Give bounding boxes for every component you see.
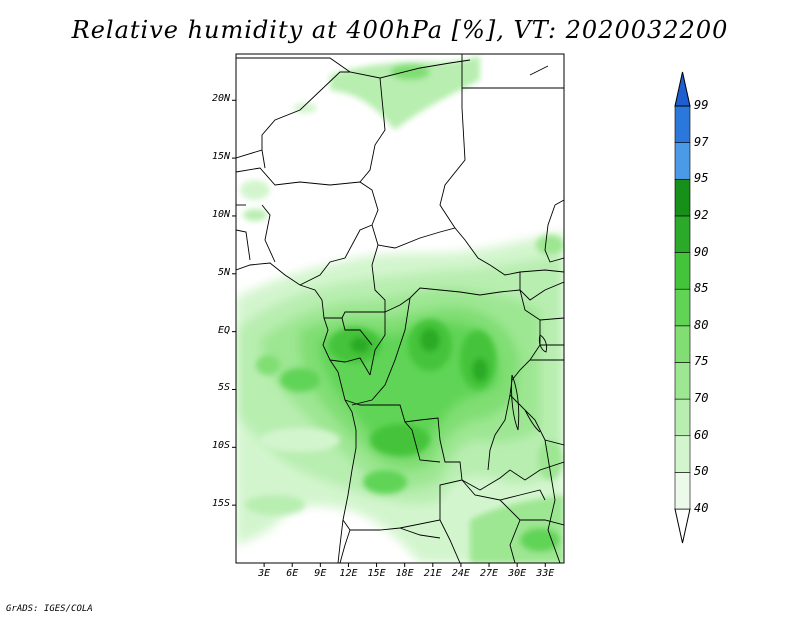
colorbar-segment <box>674 142 691 180</box>
humidity-field <box>236 54 564 563</box>
lat-tick-label: 20N <box>211 93 230 105</box>
colorbar-level-label: 95 <box>694 171 709 186</box>
colorbar-level-label: 80 <box>694 317 709 332</box>
colorbar-level-label: 92 <box>694 207 709 222</box>
colorbar-segment <box>674 362 691 400</box>
colorbar-low-cap <box>674 508 691 544</box>
map-title: Relative humidity at 400hPa [%], VT: 202… <box>71 16 729 44</box>
lat-tick-label: 5S <box>217 382 230 394</box>
lon-ticks <box>263 563 546 567</box>
colorbar-segment <box>674 215 691 253</box>
lat-tick-label: 10S <box>211 440 230 452</box>
lat-ticks <box>232 99 236 506</box>
colorbar-level-label: 70 <box>694 391 709 406</box>
colorbar-segment <box>674 288 691 327</box>
colorbar-segment <box>674 435 691 473</box>
lon-tick-label: 3E <box>258 568 271 579</box>
lon-tick-label: 24E <box>451 568 470 579</box>
credit-text: GrADS: IGES/COLA <box>6 604 93 614</box>
colorbar-level-label: 99 <box>694 98 709 112</box>
colorbar-segment <box>674 472 691 510</box>
lon-tick-label: 9E <box>314 568 327 579</box>
lat-tick-label: EQ <box>217 324 230 336</box>
colorbar-level-label: 90 <box>694 244 709 259</box>
colorbar-level-label: 97 <box>694 134 709 149</box>
lat-tick-label: 5N <box>217 266 230 278</box>
colorbar-high-cap <box>674 71 691 107</box>
map-frame <box>235 53 565 564</box>
lon-tick-label: 18E <box>395 568 414 579</box>
colorbar <box>674 71 691 544</box>
colorbar-level-label: 85 <box>694 281 709 296</box>
colorbar-segment <box>674 178 691 217</box>
colorbar-segment <box>674 252 691 290</box>
lat-tick-label: 15S <box>211 498 230 510</box>
colorbar-level-label: 75 <box>694 354 709 369</box>
lon-tick-label: 6E <box>286 568 299 579</box>
lon-tick-label: 33E <box>536 568 555 579</box>
lon-tick-label: 15E <box>367 568 386 579</box>
lat-tick-label: 10N <box>211 208 230 220</box>
colorbar-segment <box>674 398 691 437</box>
colorbar-level-label: 50 <box>694 464 709 479</box>
lon-tick-label: 30E <box>508 568 527 579</box>
lat-tick-label: 15N <box>211 151 230 163</box>
colorbar-level-label: 60 <box>694 427 709 442</box>
country-borders <box>236 54 564 563</box>
colorbar-level-label: 40 <box>694 501 709 515</box>
colorbar-segment <box>674 105 691 143</box>
lon-tick-label: 12E <box>339 568 358 579</box>
lon-tick-label: 21E <box>423 568 442 579</box>
lon-tick-label: 27E <box>479 568 499 579</box>
colorbar-segment <box>674 325 691 363</box>
